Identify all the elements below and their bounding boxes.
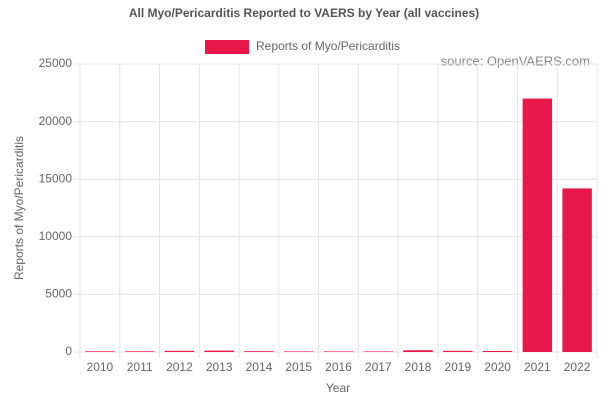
legend-swatch <box>205 40 249 54</box>
bar <box>85 351 115 352</box>
x-tick-label: 2022 <box>564 360 591 374</box>
x-tick-label: 2013 <box>206 360 233 374</box>
x-tick-label: 2018 <box>405 360 432 374</box>
bar <box>323 351 354 352</box>
bar <box>522 98 553 352</box>
y-tick-label: 15000 <box>39 171 73 185</box>
bar <box>443 350 473 352</box>
x-tick-label: 2015 <box>285 360 312 374</box>
bar <box>562 188 592 352</box>
bar <box>124 351 155 352</box>
y-tick-label: 5000 <box>45 287 72 301</box>
x-tick-label: 2012 <box>166 360 193 374</box>
x-tick-label: 2021 <box>524 360 551 374</box>
bar <box>244 351 274 352</box>
x-tick-label: 2019 <box>444 360 471 374</box>
y-tick-label: 20000 <box>39 114 73 128</box>
annotation: source: OpenVAERS.com <box>441 53 590 68</box>
y-tick-label: 0 <box>65 344 72 358</box>
y-tick-label: 25000 <box>39 56 73 70</box>
x-tick-label: 2011 <box>127 360 153 374</box>
bar <box>482 350 513 352</box>
x-tick-label: 2017 <box>365 360 392 374</box>
x-tick-label: 2014 <box>246 360 273 374</box>
y-axis-label: Reports of Myo/Pericarditis <box>12 136 26 280</box>
x-axis-label: Year <box>326 381 350 395</box>
bar <box>164 350 195 352</box>
chart-title: All Myo/Pericarditis Reported to VAERS b… <box>129 6 479 20</box>
x-tick-label: 2020 <box>484 360 511 374</box>
y-tick-label: 10000 <box>39 229 73 243</box>
bar <box>363 351 393 352</box>
bar <box>204 350 234 352</box>
bar <box>284 351 314 352</box>
bar <box>403 350 433 352</box>
x-tick-label: 2010 <box>87 360 114 374</box>
x-tick-label: 2016 <box>325 360 352 374</box>
legend-label: Reports of Myo/Pericarditis <box>256 39 400 53</box>
